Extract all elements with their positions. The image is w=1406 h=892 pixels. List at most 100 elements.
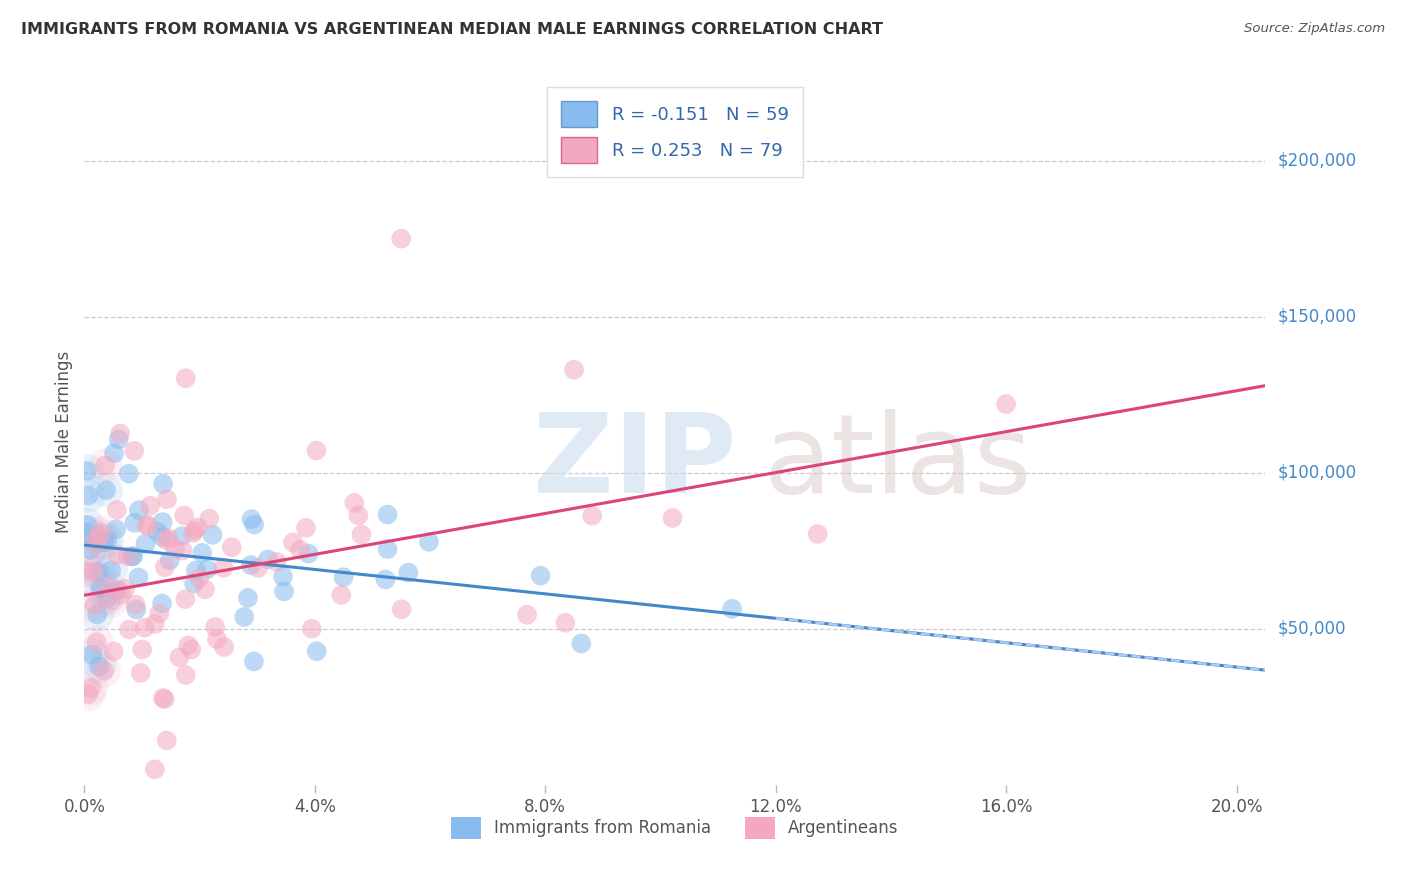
Point — [157, 531, 180, 545]
Point — [170, 529, 193, 543]
Point — [146, 524, 169, 539]
Point — [82, 648, 104, 662]
Point — [94, 483, 117, 498]
Point — [295, 521, 318, 535]
Point — [79, 542, 101, 557]
Point — [87, 529, 110, 543]
Point — [156, 492, 179, 507]
Point — [83, 565, 105, 579]
Point — [721, 602, 744, 616]
Point — [273, 584, 295, 599]
Point — [153, 692, 176, 706]
Point — [96, 533, 118, 548]
Point — [121, 549, 143, 564]
Point — [83, 598, 105, 612]
Point — [118, 467, 141, 481]
Point — [305, 644, 328, 658]
Point — [148, 607, 170, 621]
Point — [80, 681, 103, 695]
Point — [807, 527, 830, 541]
Point — [94, 483, 117, 498]
Point — [152, 691, 174, 706]
Point — [191, 546, 214, 560]
Point — [184, 524, 207, 538]
Point — [183, 576, 205, 591]
Point — [156, 533, 179, 548]
Point — [86, 635, 108, 649]
Point — [89, 581, 111, 595]
Point — [152, 515, 174, 529]
Point — [135, 518, 157, 533]
Point — [76, 525, 98, 540]
Point — [377, 508, 399, 522]
Point — [581, 508, 603, 523]
Point — [661, 511, 683, 525]
Point — [377, 542, 399, 557]
Point — [117, 549, 139, 564]
Point — [105, 548, 128, 562]
Point — [281, 535, 304, 549]
Point — [103, 446, 125, 460]
Point — [77, 687, 100, 701]
Point — [240, 512, 263, 526]
Point — [124, 443, 146, 458]
Point — [83, 598, 105, 612]
Point — [243, 517, 266, 532]
Point — [96, 591, 118, 606]
Point — [290, 542, 312, 557]
Point — [205, 632, 228, 647]
Point — [124, 516, 146, 530]
Point — [195, 562, 218, 576]
Point — [181, 525, 204, 540]
Point — [188, 571, 211, 585]
Point — [159, 553, 181, 567]
Point — [143, 617, 166, 632]
Point — [128, 570, 150, 584]
Point — [98, 580, 121, 594]
Point — [184, 564, 207, 578]
Text: Source: ZipAtlas.com: Source: ZipAtlas.com — [1244, 22, 1385, 36]
Point — [391, 602, 413, 616]
Point — [93, 535, 115, 549]
Point — [174, 668, 197, 682]
Point — [177, 638, 200, 652]
Point — [204, 620, 226, 634]
Point — [129, 665, 152, 680]
Point — [89, 659, 111, 673]
Point — [105, 503, 128, 517]
Point — [76, 464, 98, 478]
Point — [516, 607, 538, 622]
Point — [201, 528, 224, 542]
Point — [134, 621, 156, 635]
Point — [87, 529, 110, 543]
Point — [212, 561, 235, 575]
Text: $150,000: $150,000 — [1277, 308, 1357, 326]
Point — [305, 443, 328, 458]
Point — [301, 622, 323, 636]
Point — [139, 499, 162, 513]
Point — [96, 591, 118, 606]
Point — [83, 565, 105, 579]
Point — [212, 640, 235, 654]
Point — [529, 568, 551, 582]
Text: atlas: atlas — [763, 409, 1032, 516]
Point — [122, 549, 145, 563]
Point — [330, 588, 353, 602]
Point — [98, 580, 121, 594]
Legend: Immigrants from Romania, Argentineans: Immigrants from Romania, Argentineans — [444, 811, 905, 846]
Point — [150, 597, 173, 611]
Y-axis label: Median Male Earnings: Median Male Earnings — [55, 351, 73, 533]
Point — [82, 648, 104, 662]
Point — [186, 520, 208, 534]
Point — [239, 558, 262, 573]
Point — [86, 607, 108, 622]
Point — [90, 525, 112, 540]
Point — [89, 659, 111, 673]
Point — [343, 496, 366, 510]
Point — [108, 426, 131, 441]
Point — [105, 522, 128, 536]
Point — [86, 537, 108, 551]
Point — [87, 565, 110, 579]
Point — [124, 598, 146, 612]
Point — [93, 664, 115, 678]
